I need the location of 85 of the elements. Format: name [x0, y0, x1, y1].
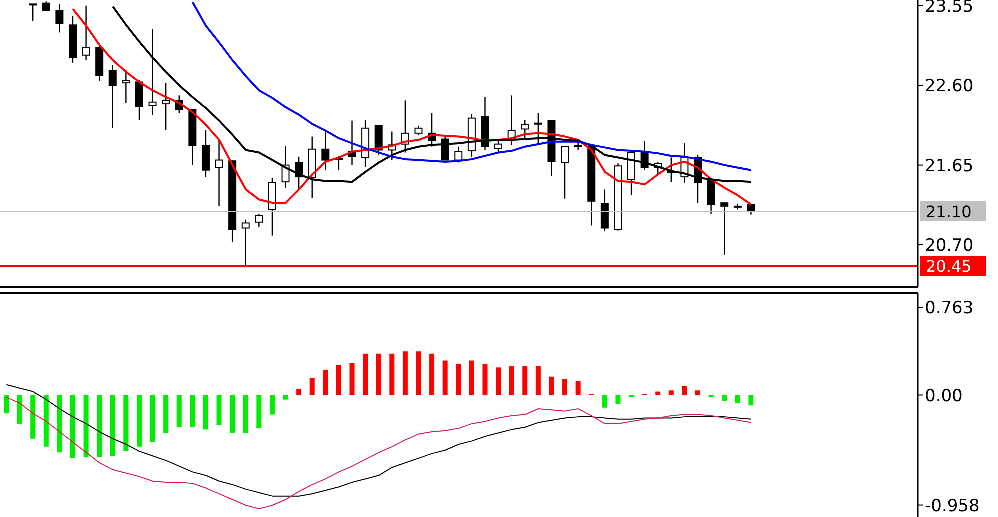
bar	[97, 395, 102, 458]
bar	[509, 366, 514, 396]
line-series	[6, 384, 752, 497]
bar	[576, 381, 581, 396]
bar	[363, 354, 368, 396]
candlestick	[534, 112, 542, 146]
bar	[243, 395, 248, 434]
candlestick	[242, 219, 250, 267]
bar	[735, 395, 740, 404]
bar	[482, 364, 488, 396]
y-tick-label: 20.70	[925, 236, 974, 256]
bar	[323, 370, 328, 396]
candlestick	[494, 138, 503, 152]
bar	[496, 368, 502, 396]
bar	[522, 366, 528, 396]
bar	[190, 395, 196, 428]
bar	[70, 395, 76, 458]
candlestick	[162, 82, 170, 131]
candlestick	[108, 64, 117, 129]
candlestick	[454, 146, 463, 164]
y-tick-label: -0.958	[925, 496, 980, 516]
bar	[283, 395, 288, 400]
bar	[416, 352, 422, 396]
bar	[536, 366, 541, 396]
bar	[682, 386, 688, 396]
bar	[176, 395, 182, 428]
bar	[456, 364, 462, 396]
bar	[310, 378, 315, 396]
bar	[350, 363, 355, 396]
bar	[602, 395, 608, 408]
y-tick-label: 21.65	[925, 156, 974, 176]
bar	[30, 395, 36, 439]
bar	[708, 395, 714, 398]
bar	[629, 395, 634, 398]
bar	[668, 390, 674, 396]
bar	[4, 395, 9, 414]
bar	[469, 360, 474, 396]
bar	[57, 395, 62, 453]
candlestick	[414, 125, 423, 136]
candlestick	[561, 146, 570, 200]
candlestick	[82, 5, 90, 62]
bar	[124, 395, 129, 452]
y-tick-label: 0.00	[925, 386, 963, 406]
bar	[376, 354, 382, 396]
bar	[336, 365, 342, 396]
bar	[17, 395, 22, 424]
candlestick	[122, 70, 130, 104]
bar	[696, 390, 701, 396]
bar	[164, 395, 169, 434]
bar	[442, 360, 448, 396]
bar	[549, 376, 554, 396]
bar	[270, 395, 275, 415]
bar	[203, 395, 208, 430]
candlestick	[29, 4, 38, 22]
ref-line-label: 20.45	[926, 257, 972, 276]
bar	[150, 395, 156, 442]
candlestick	[56, 4, 64, 34]
bar	[216, 395, 222, 426]
candlestick	[322, 131, 330, 171]
bar	[230, 395, 236, 434]
bar	[136, 395, 142, 447]
bar	[110, 395, 116, 456]
bar	[722, 395, 728, 401]
ref-line-label: 21.10	[926, 202, 972, 222]
bar	[616, 395, 621, 404]
y-tick-label: 22.60	[925, 76, 974, 97]
bar	[402, 352, 408, 396]
candlestick	[148, 28, 157, 116]
bar	[748, 395, 754, 406]
bar	[84, 395, 89, 458]
bar	[44, 395, 49, 447]
line-series	[6, 397, 752, 510]
candlestick	[42, 1, 50, 12]
candlestick	[521, 119, 530, 141]
y-tick-label: 0.763	[925, 298, 974, 319]
bar	[430, 354, 435, 396]
candlestick	[720, 202, 729, 256]
candlestick	[255, 213, 264, 228]
bar	[562, 379, 568, 396]
bar	[296, 389, 302, 396]
bar	[256, 395, 262, 429]
candlestick	[441, 136, 450, 161]
candlestick	[574, 140, 582, 151]
candlestick	[215, 140, 224, 208]
bar	[390, 354, 395, 396]
